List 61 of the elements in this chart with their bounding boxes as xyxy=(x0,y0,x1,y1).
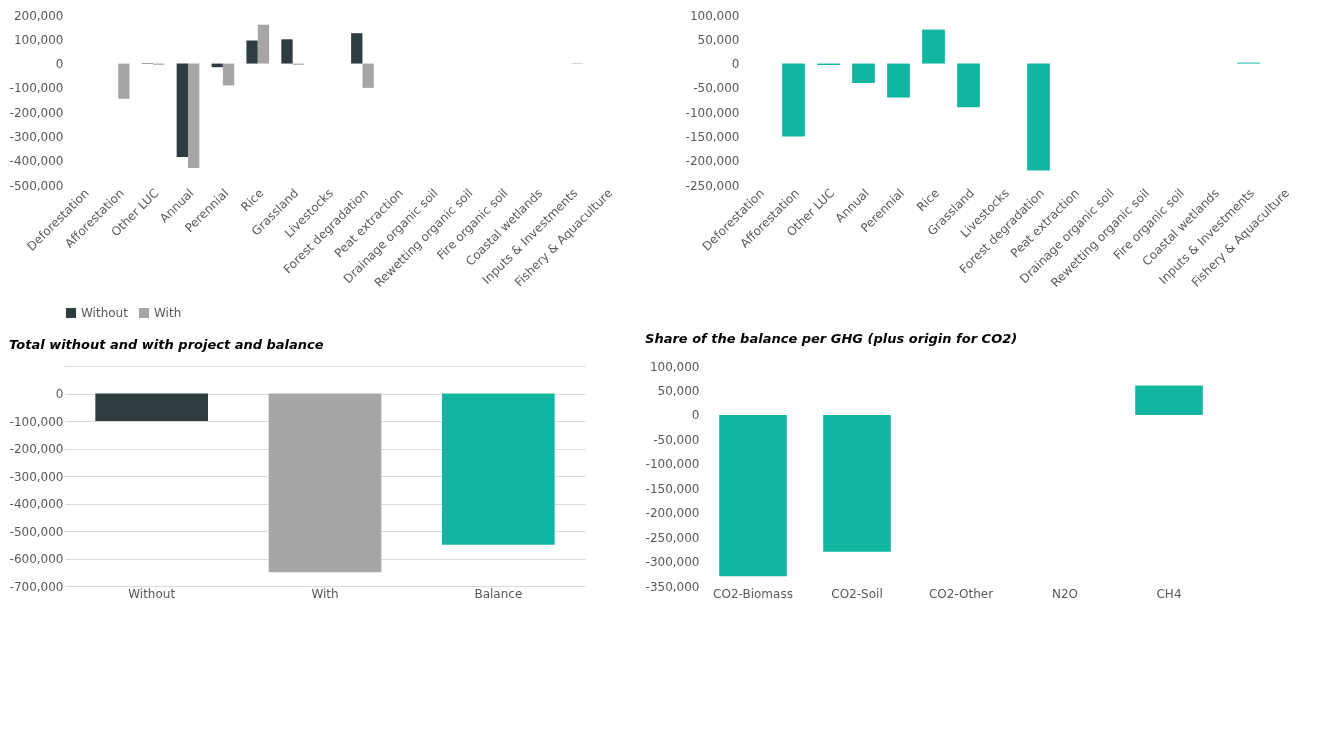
x-tick-label: CH4 xyxy=(1156,586,1182,601)
bar xyxy=(257,24,270,64)
bar xyxy=(351,33,363,64)
bar xyxy=(118,63,130,99)
x-tick-label: With xyxy=(311,586,339,601)
y-tick-label: 0 xyxy=(691,408,700,423)
bar xyxy=(852,63,875,83)
legend-label: With xyxy=(154,306,182,320)
x-tick-label: CO2-Soil xyxy=(831,586,883,601)
bar xyxy=(222,63,235,86)
y-tick-label: 100,000 xyxy=(689,8,740,23)
y-tick-label: -200,000 xyxy=(685,154,740,169)
y-tick-label: -300,000 xyxy=(9,469,64,484)
bar xyxy=(187,63,200,168)
y-tick-label: -200,000 xyxy=(645,506,700,521)
y-tick-label: -500,000 xyxy=(9,524,64,539)
y-tick-label: 100,000 xyxy=(649,359,700,374)
x-tick-label: Without xyxy=(128,586,176,601)
y-tick-label: -100,000 xyxy=(645,457,700,472)
y-tick-label: -150,000 xyxy=(645,481,700,496)
y-tick-label: -50,000 xyxy=(653,432,700,447)
y-tick-label: -100,000 xyxy=(9,414,64,429)
y-tick-label: -300,000 xyxy=(645,555,700,570)
bar xyxy=(887,63,910,98)
y-tick-label: 0 xyxy=(55,57,64,72)
bar xyxy=(362,63,374,88)
y-tick-label: -150,000 xyxy=(685,129,740,144)
y-tick-label: -600,000 xyxy=(9,552,64,566)
y-tick-label: -500,000 xyxy=(9,178,64,193)
y-tick-label: -400,000 xyxy=(9,154,64,169)
y-tick-label: -300,000 xyxy=(9,129,64,144)
y-tick-label: 50,000 xyxy=(657,383,700,398)
y-tick-label: -100,000 xyxy=(685,105,740,120)
y-tick-label: -350,000 xyxy=(645,579,700,594)
x-tick-label: CO2-Biomass xyxy=(713,586,793,601)
y-tick-label: 100,000 xyxy=(13,32,64,47)
bar xyxy=(281,39,293,64)
y-tick-label: 0 xyxy=(731,57,740,72)
x-tick-label: Balance xyxy=(474,586,523,601)
bar xyxy=(246,40,258,64)
y-tick-label: -50,000 xyxy=(693,81,740,96)
y-tick-label: 50,000 xyxy=(697,32,740,47)
y-tick-label: -100,000 xyxy=(9,81,64,96)
bar xyxy=(922,29,945,64)
y-tick-label: -250,000 xyxy=(645,530,700,545)
x-tick-label: CO2-Other xyxy=(928,586,994,601)
y-tick-label: -400,000 xyxy=(9,497,64,511)
x-tick-label: N2O xyxy=(1051,586,1079,601)
y-tick-label: -700,000 xyxy=(9,579,64,594)
y-tick-label: -200,000 xyxy=(9,105,64,120)
chart-title: Share of the balance per GHG (plus origin for CO2) xyxy=(645,331,1018,346)
bar xyxy=(176,63,188,158)
y-tick-label: 200,000 xyxy=(13,8,64,23)
y-tick-label: 0 xyxy=(55,387,64,401)
bar xyxy=(957,63,980,108)
legend-label: Without xyxy=(81,306,129,320)
bar xyxy=(782,63,805,137)
y-tick-label: -250,000 xyxy=(685,178,740,193)
chart-title: Total without and with project and balance xyxy=(9,337,324,352)
y-tick-label: -200,000 xyxy=(9,442,64,456)
bar xyxy=(1027,63,1050,171)
